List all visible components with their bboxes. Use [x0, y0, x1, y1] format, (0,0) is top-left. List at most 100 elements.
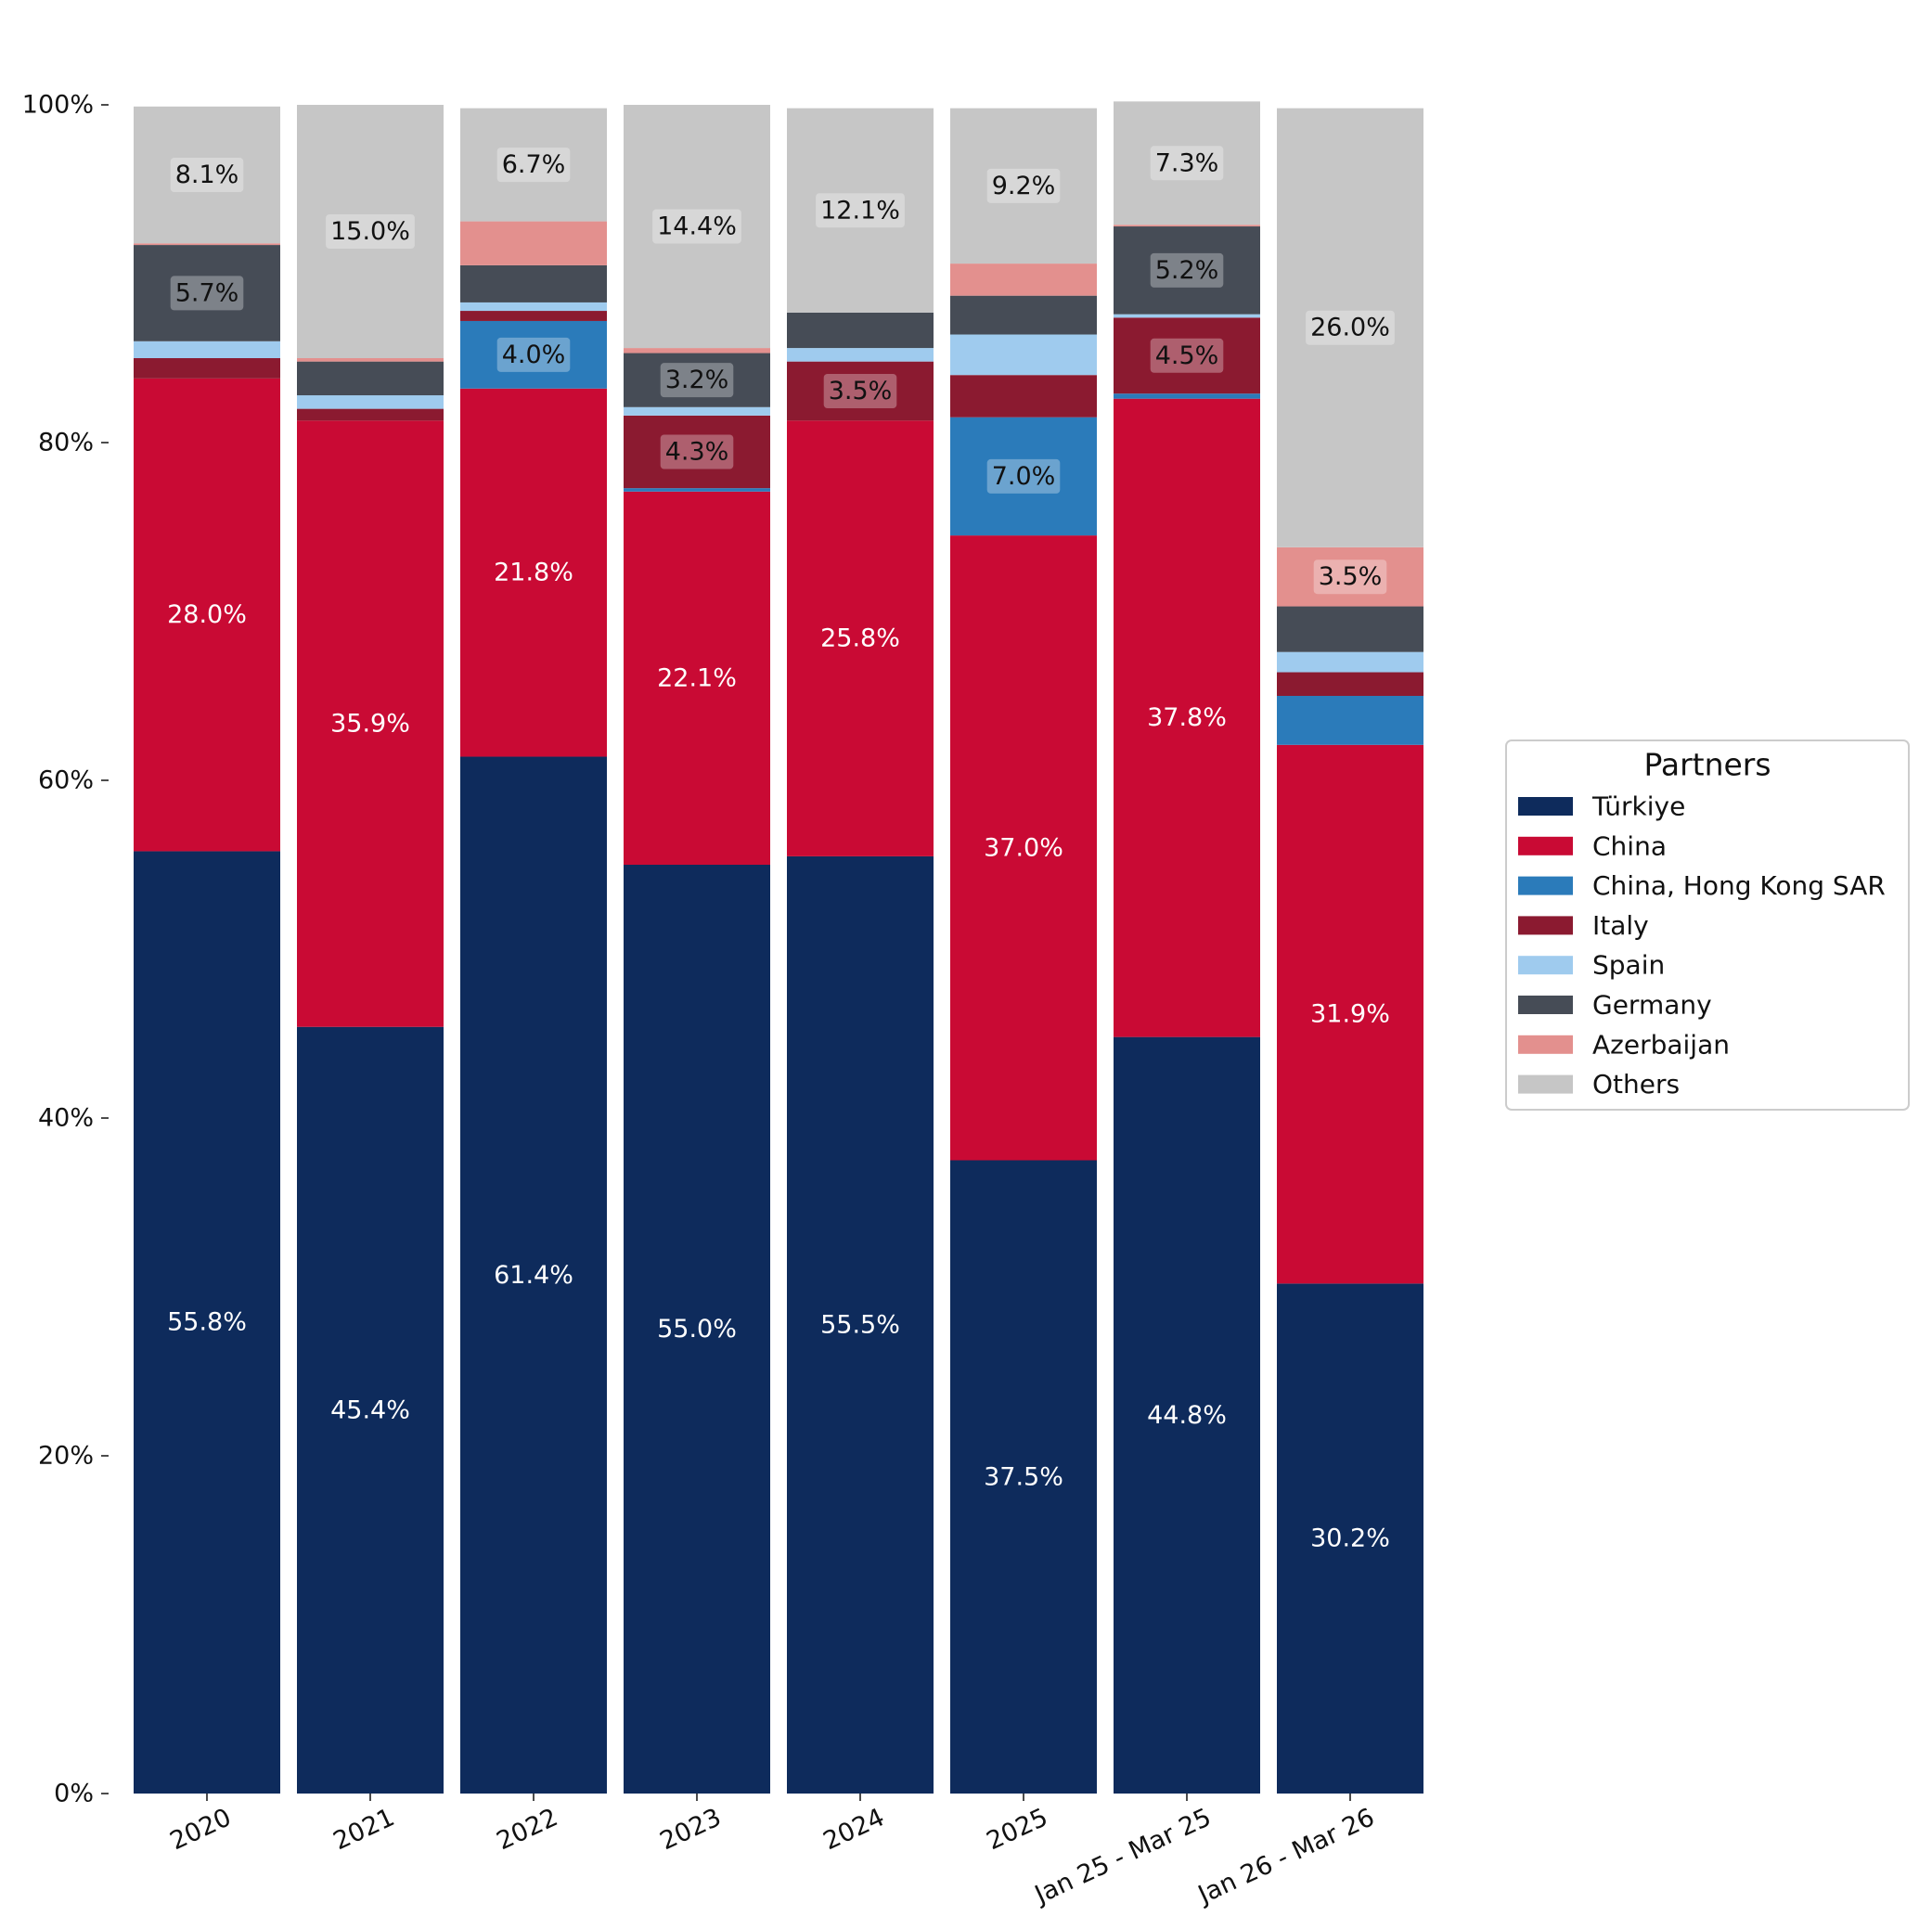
segment-label-others-2025: 9.2%: [986, 168, 1061, 203]
segment-label-china-2024: 25.8%: [820, 624, 900, 653]
segment-label-china-hong-kong-sar-2025: 7.0%: [986, 458, 1061, 494]
legend-label: China: [1592, 830, 1667, 861]
legend-item-china: China: [1518, 830, 1667, 861]
legend-label: Azerbaijan: [1592, 1029, 1730, 1060]
legend-label: Italy: [1592, 910, 1649, 941]
segment-label-others-jan-26-mar-26: 26.0%: [1306, 310, 1395, 345]
svg-text:55.8%: 55.8%: [167, 1308, 247, 1337]
bar-segment-azerbaijan-2022: [460, 221, 607, 265]
x-tick-label-2021: 2021: [329, 1803, 399, 1856]
bar-segment-italy-2021: [297, 408, 444, 421]
bar-segment-china-hong-kong-sar-jan-26-mar-26: [1277, 696, 1423, 745]
y-tick-label: 60%: [38, 766, 94, 795]
y-tick-label: 100%: [22, 91, 94, 120]
legend-swatch: [1518, 836, 1573, 855]
legend-item-others: Others: [1518, 1069, 1680, 1100]
bar-segment-china-hong-kong-sar-2023: [624, 488, 770, 492]
bar-segment-turkiye-jan-26-mar-26: [1277, 1283, 1423, 1794]
svg-text:4.3%: 4.3%: [665, 438, 729, 467]
svg-text:3.5%: 3.5%: [829, 377, 893, 405]
bar-segment-azerbaijan-2021: [297, 358, 444, 362]
legend-swatch: [1518, 1074, 1573, 1094]
segment-label-others-2020: 8.1%: [170, 158, 244, 193]
legend-label: Türkiye: [1591, 791, 1685, 822]
segment-label-turkiye-jan-26-mar-26: 30.2%: [1310, 1524, 1390, 1553]
bar-segment-turkiye-jan-25-mar-25: [1114, 1036, 1260, 1794]
x-tick-label-2024: 2024: [819, 1803, 889, 1856]
bar-segment-china-2024: [787, 420, 934, 856]
svg-text:26.0%: 26.0%: [1310, 314, 1390, 342]
legend-label: Germany: [1592, 990, 1712, 1021]
bar-segment-spain-jan-26-mar-26: [1277, 651, 1423, 673]
bar-segment-china-hong-kong-sar-2022: [460, 320, 607, 389]
svg-text:12.1%: 12.1%: [820, 196, 900, 225]
legend-item-azerbaijan: Azerbaijan: [1518, 1029, 1730, 1060]
bar-segment-china-2020: [134, 378, 280, 852]
legend-item-china-hong-kong-sar: China, Hong Kong SAR: [1518, 870, 1886, 901]
segment-label-china-2023: 22.1%: [657, 663, 737, 692]
x-tick-label-2022: 2022: [493, 1803, 562, 1856]
bar-segment-azerbaijan-2025: [950, 264, 1097, 296]
svg-text:61.4%: 61.4%: [494, 1261, 573, 1290]
svg-text:14.4%: 14.4%: [657, 212, 737, 241]
segment-label-italy-2023: 4.3%: [660, 434, 734, 469]
legend-swatch: [1518, 996, 1573, 1014]
legend-box: [1505, 739, 1910, 1111]
y-tick-label: 0%: [54, 1780, 94, 1808]
bar-segment-germany-jan-26-mar-26: [1277, 606, 1423, 652]
segment-label-china-2022: 21.8%: [494, 559, 573, 587]
legend-swatch: [1518, 876, 1573, 895]
legend-label: Others: [1592, 1069, 1680, 1100]
bar-segment-china-2025: [950, 535, 1097, 1161]
segment-label-others-2023: 14.4%: [652, 209, 741, 244]
bar-segment-germany-2021: [297, 361, 444, 396]
svg-text:6.7%: 6.7%: [502, 150, 566, 179]
svg-text:7.3%: 7.3%: [1155, 148, 1219, 177]
legend-label: China, Hong Kong SAR: [1592, 870, 1886, 901]
bar-segment-spain-2020: [134, 341, 280, 358]
bar-segment-spain-2022: [460, 302, 607, 312]
bar-segment-others-jan-26-mar-26: [1277, 108, 1423, 547]
svg-text:44.8%: 44.8%: [1147, 1401, 1227, 1430]
svg-text:7.0%: 7.0%: [992, 462, 1056, 491]
svg-text:55.5%: 55.5%: [820, 1310, 900, 1339]
segment-label-turkiye-2020: 55.8%: [167, 1308, 247, 1337]
bar-segment-germany-2025: [950, 295, 1097, 335]
legend-item-spain: Spain: [1518, 950, 1665, 981]
svg-text:15.0%: 15.0%: [330, 217, 410, 246]
segment-label-others-jan-25-mar-25: 7.3%: [1150, 146, 1224, 181]
segment-label-turkiye-2023: 55.0%: [657, 1315, 737, 1344]
bar-segment-china-jan-26-mar-26: [1277, 744, 1423, 1284]
bar-segment-others-2024: [787, 108, 934, 313]
bar-segment-others-2025: [950, 108, 1097, 264]
segment-label-italy-2024: 3.5%: [823, 373, 897, 408]
svg-text:25.8%: 25.8%: [820, 624, 900, 653]
bar-segment-others-jan-25-mar-25: [1114, 101, 1260, 225]
bar-segment-turkiye-2021: [297, 1026, 444, 1794]
svg-text:28.0%: 28.0%: [167, 600, 247, 629]
segment-label-china-jan-26-mar-26: 31.9%: [1310, 1000, 1390, 1029]
svg-text:5.2%: 5.2%: [1155, 256, 1219, 285]
segment-label-germany-jan-25-mar-25: 5.2%: [1150, 252, 1224, 288]
bar-segment-italy-jan-26-mar-26: [1277, 672, 1423, 696]
bar-segment-spain-2023: [624, 406, 770, 416]
bar-segment-germany-2023: [624, 353, 770, 407]
bars-layer: [134, 101, 1423, 1794]
bar-segment-china-2023: [624, 491, 770, 865]
legend-label: Spain: [1592, 950, 1665, 981]
legend: Partners Türkiye China China, Hong Kong SAR…: [1505, 739, 1910, 1111]
bar-segment-italy-2020: [134, 358, 280, 379]
segment-label-others-2024: 12.1%: [816, 193, 905, 228]
legend-item-turkiye: Türkiye: [1518, 791, 1685, 822]
svg-text:22.1%: 22.1%: [657, 663, 737, 692]
svg-text:45.4%: 45.4%: [330, 1395, 410, 1424]
svg-text:55.0%: 55.0%: [657, 1315, 737, 1344]
bar-segment-others-2021: [297, 105, 444, 358]
bar-segment-italy-2023: [624, 415, 770, 489]
y-tick-label: 40%: [38, 1104, 94, 1133]
bar-segment-germany-2020: [134, 245, 280, 341]
segment-label-china-jan-25-mar-25: 37.8%: [1147, 703, 1227, 732]
bar-segment-spain-2025: [950, 334, 1097, 376]
